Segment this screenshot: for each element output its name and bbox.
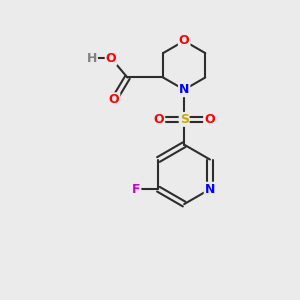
Text: O: O [106,52,116,65]
Text: O: O [154,113,164,126]
Text: S: S [180,113,189,126]
Text: O: O [109,93,119,106]
Text: N: N [179,83,189,96]
Text: O: O [179,34,190,47]
Text: N: N [205,183,215,196]
Text: H: H [87,52,97,65]
Text: F: F [132,183,140,196]
Text: O: O [204,113,215,126]
